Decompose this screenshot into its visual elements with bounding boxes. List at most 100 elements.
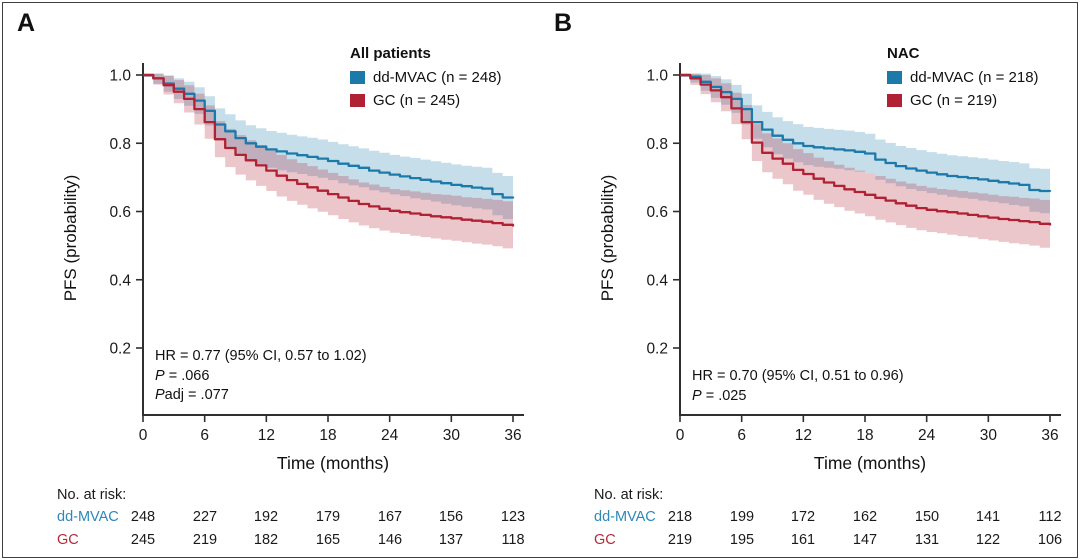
- risk-cell: 248: [130, 509, 156, 525]
- risk-cell: 156: [438, 509, 464, 525]
- risk-row-gc: GC 219 195 161 147 131 122 106: [540, 532, 1077, 548]
- legend-swatch-gc-icon: [887, 94, 902, 107]
- panel-b: B 1.0 0.8 0.6 0.4 0.2 0 6 12 18 24 30 36 PFS (proba…: [540, 3, 1077, 555]
- x-tick-label: 12: [258, 427, 275, 444]
- legend-swatch-gc-icon: [350, 94, 365, 107]
- legend-item-label: GC (n = 245): [373, 92, 461, 109]
- annotation-p: P = .025: [692, 387, 904, 407]
- padj-symbol: P: [155, 387, 165, 403]
- legend-item-ddmvac: dd-MVAC (n = 218): [887, 69, 1039, 86]
- y-tick-label: 0.2: [109, 341, 131, 358]
- x-tick-label: 24: [381, 427, 399, 444]
- risk-cell: 141: [975, 509, 1001, 525]
- y-tick-label: 0.2: [646, 341, 668, 358]
- p-symbol: P: [692, 387, 702, 404]
- legend-swatch-ddmvac-icon: [350, 71, 365, 84]
- y-tick-label: 0.6: [646, 204, 668, 221]
- x-axis-label: Time (months): [813, 453, 927, 473]
- padj-value: adj = .077: [164, 387, 229, 403]
- risk-cell: 165: [315, 532, 341, 548]
- x-tick-label: 18: [319, 427, 336, 444]
- x-tick-label: 0: [676, 427, 685, 444]
- risk-cell: 172: [790, 509, 816, 525]
- km-plot-svg-b: 1.0 0.8 0.6 0.4 0.2 0 6 12 18 24 30 36: [646, 63, 1061, 444]
- risk-cell: 112: [1038, 509, 1062, 525]
- legend-title: All patients: [350, 45, 431, 62]
- risk-cell: 192: [253, 509, 279, 525]
- risk-cell: 219: [667, 532, 693, 548]
- confidence-band: [143, 73, 513, 251]
- x-tick-label: 18: [856, 427, 873, 444]
- risk-cell: 218: [667, 509, 693, 525]
- y-tick-label: 0.6: [109, 204, 131, 221]
- risk-row-label: dd-MVAC: [57, 509, 119, 525]
- x-tick-label: 36: [504, 427, 521, 444]
- panel-label-b: B: [554, 9, 573, 37]
- risk-cell: 137: [438, 532, 464, 548]
- risk-cell: 162: [852, 509, 878, 525]
- y-tick-label: 0.4: [109, 272, 131, 289]
- y-tick-label: 0.8: [646, 136, 668, 153]
- x-tick-label: 36: [1041, 427, 1058, 444]
- legend-swatch-ddmvac-icon: [887, 71, 902, 84]
- risk-cell: 219: [192, 532, 218, 548]
- p-symbol: P: [155, 367, 165, 384]
- risk-cell: 182: [253, 532, 279, 548]
- x-tick-label: 6: [737, 427, 746, 444]
- legend-item-label: dd-MVAC (n = 218): [910, 69, 1039, 86]
- x-tick-label: 24: [918, 427, 936, 444]
- risk-row-gc: GC 245 219 182 165 146 137 118: [3, 532, 543, 548]
- confidence-band: [680, 73, 1050, 250]
- km-curve: [680, 73, 1052, 226]
- risk-cell: 122: [975, 532, 1001, 548]
- risk-cell: 150: [914, 509, 940, 525]
- panel-a: A 1.0 0.8 0.6 0.4 0.2 0 6 12 18 24 30 36 PFS (proba…: [3, 3, 543, 555]
- confidence-band: [680, 73, 1050, 215]
- risk-row-label: dd-MVAC: [594, 509, 656, 525]
- risk-row-label: GC: [57, 532, 79, 548]
- legend-item-label: dd-MVAC (n = 248): [373, 69, 502, 86]
- panel-label-a: A: [17, 9, 36, 37]
- stats-annotation: HR = 0.77 (95% CI, 0.57 to 1.02) P = .06…: [155, 347, 367, 406]
- stats-annotation: HR = 0.70 (95% CI, 0.51 to 0.96) P = .02…: [692, 367, 904, 406]
- risk-cell: 195: [729, 532, 755, 548]
- legend: NAC dd-MVAC (n = 218) GC (n = 219): [887, 45, 1039, 109]
- risk-row-ddmvac: dd-MVAC 248 227 192 179 167 156 123: [3, 509, 543, 525]
- confidence-band: [143, 73, 513, 221]
- legend: All patients dd-MVAC (n = 248) GC (n = 2…: [350, 45, 502, 109]
- risk-cell: 123: [500, 509, 526, 525]
- x-tick-label: 6: [200, 427, 209, 444]
- legend-item-ddmvac: dd-MVAC (n = 248): [350, 69, 502, 86]
- risk-table-title: No. at risk:: [594, 487, 664, 503]
- y-axis-label: PFS (probability): [61, 174, 80, 302]
- legend-title: NAC: [887, 45, 920, 62]
- legend-item-label: GC (n = 219): [910, 92, 998, 109]
- risk-cell: 199: [729, 509, 755, 525]
- risk-row-label: GC: [594, 532, 616, 548]
- p-value: = .025: [701, 387, 747, 404]
- risk-cell: 146: [377, 532, 403, 548]
- risk-cell: 245: [130, 532, 156, 548]
- y-axis-label: PFS (probability): [598, 174, 617, 302]
- risk-cell: 167: [377, 509, 403, 525]
- x-tick-label: 0: [139, 427, 148, 444]
- x-tick-label: 30: [443, 427, 461, 444]
- y-tick-label: 0.4: [646, 272, 668, 289]
- y-tick-label: 1.0: [109, 68, 131, 85]
- x-tick-label: 12: [795, 427, 812, 444]
- legend-item-gc: GC (n = 245): [350, 92, 502, 109]
- x-axis-label: Time (months): [276, 453, 390, 473]
- risk-row-ddmvac: dd-MVAC 218 199 172 162 150 141 112: [540, 509, 1077, 525]
- annotation-hr: HR = 0.70 (95% CI, 0.51 to 0.96): [692, 368, 904, 384]
- km-plot-svg-a: 1.0 0.8 0.6 0.4 0.2 0 6 12 18 24 30 36: [109, 63, 524, 444]
- p-value: = .066: [164, 367, 210, 384]
- annotation-padj: Padj = .077: [155, 386, 367, 406]
- y-tick-label: 0.8: [109, 136, 131, 153]
- km-curve: [143, 73, 515, 227]
- risk-cell: 227: [192, 509, 218, 525]
- y-tick-label: 1.0: [646, 68, 668, 85]
- risk-cell: 131: [914, 532, 940, 548]
- annotation-hr: HR = 0.77 (95% CI, 0.57 to 1.02): [155, 348, 367, 364]
- risk-cell: 118: [501, 532, 525, 548]
